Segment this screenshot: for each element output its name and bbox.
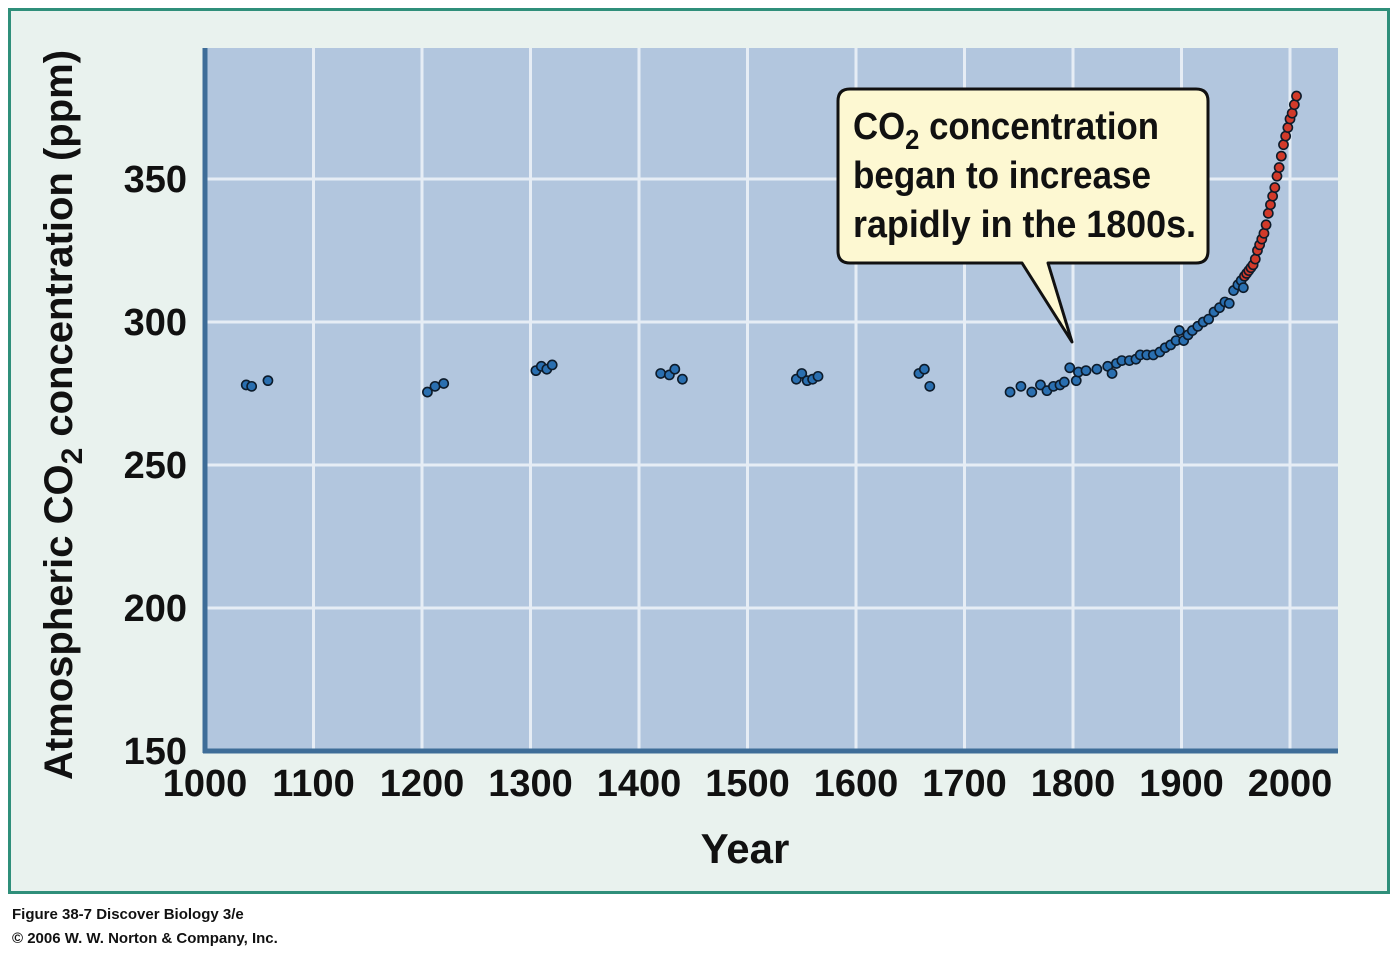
- copyright-notice: © 2006 W. W. Norton & Company, Inc.: [12, 930, 278, 947]
- data-point: [438, 378, 450, 389]
- data-point: [796, 368, 808, 379]
- annotation-line-1: CO2 concentration: [853, 106, 1159, 155]
- data-point: [546, 359, 558, 371]
- x-tick-label: 1700: [922, 763, 1007, 805]
- x-tick-label: 1400: [597, 763, 682, 805]
- data-point: [1288, 99, 1300, 111]
- data-point: [1237, 282, 1249, 294]
- annotation-line-2: began to increase: [853, 155, 1151, 197]
- x-tick-label: 1300: [488, 763, 573, 805]
- x-tick-label: 1000: [163, 763, 248, 805]
- x-tick-label: 2000: [1248, 763, 1333, 805]
- x-axis-label: Year: [701, 825, 790, 872]
- y-tick-label: 250: [124, 445, 187, 487]
- data-point: [1280, 130, 1292, 142]
- data-point: [1173, 325, 1185, 336]
- x-tick-label: 1600: [814, 763, 899, 805]
- data-point: [1070, 375, 1082, 387]
- data-point: [1058, 376, 1070, 388]
- data-point: [1291, 90, 1302, 102]
- data-point: [1258, 227, 1270, 239]
- y-tick-label: 300: [124, 302, 187, 344]
- y-tick-labels: 150 200 250 300 350: [124, 159, 187, 773]
- data-point: [1278, 139, 1289, 151]
- data-points: [240, 90, 1302, 398]
- data-point: [1026, 386, 1038, 398]
- data-point: [1091, 363, 1103, 375]
- data-point: [1223, 298, 1235, 309]
- data-point: [429, 380, 441, 392]
- data-point: [1265, 199, 1276, 211]
- callout-bubble: [836, 87, 1210, 344]
- data-point: [918, 363, 930, 375]
- x-tick-label: 1800: [1031, 763, 1116, 805]
- data-point: [1249, 253, 1261, 265]
- data-point: [677, 373, 688, 385]
- data-point: [1035, 379, 1046, 391]
- data-point: [655, 368, 667, 379]
- data-point: [1275, 150, 1287, 162]
- x-tick-label: 1500: [705, 763, 790, 805]
- data-point: [1282, 122, 1294, 133]
- y-tick-label: 200: [124, 588, 187, 630]
- data-point: [262, 375, 274, 387]
- figure-caption: Figure 38-7 Discover Biology 3/e: [12, 906, 244, 923]
- x-tick-label: 1100: [272, 763, 354, 805]
- data-point: [1203, 313, 1215, 325]
- annotation-callout: CO2 concentration began to increase rapi…: [836, 87, 1210, 344]
- data-point: [1106, 368, 1118, 379]
- data-point: [1269, 182, 1281, 193]
- x-tick-labels: 1000 1100 1200 1300 1400 1500 1600 1700 1800 1900…: [163, 763, 1333, 805]
- annotation-line-3: rapidly in the 1800s.: [853, 204, 1196, 246]
- data-point: [1271, 170, 1283, 182]
- data-point: [1273, 162, 1285, 173]
- data-point: [422, 386, 433, 398]
- data-point: [1260, 219, 1272, 231]
- x-tick-label: 1900: [1139, 763, 1224, 805]
- data-point: [1064, 362, 1076, 374]
- data-point: [1080, 365, 1092, 377]
- y-tick-label: 350: [124, 159, 187, 201]
- data-point: [1286, 107, 1298, 119]
- data-point: [1015, 380, 1027, 392]
- data-point: [1004, 386, 1016, 398]
- y-tick-label: 150: [124, 731, 187, 773]
- co2-scatter-chart: 1000 1100 1200 1300 1400 1500 1600 1700 1800 1900…: [37, 48, 1338, 872]
- data-point: [1267, 190, 1279, 202]
- data-point: [1262, 207, 1274, 219]
- data-point: [669, 363, 681, 375]
- data-point: [924, 380, 936, 392]
- data-point: [812, 370, 824, 382]
- data-point: [246, 380, 258, 392]
- x-tick-label: 1200: [380, 763, 465, 805]
- y-axis-label: Atmospheric CO2 concentration (ppm): [37, 50, 89, 780]
